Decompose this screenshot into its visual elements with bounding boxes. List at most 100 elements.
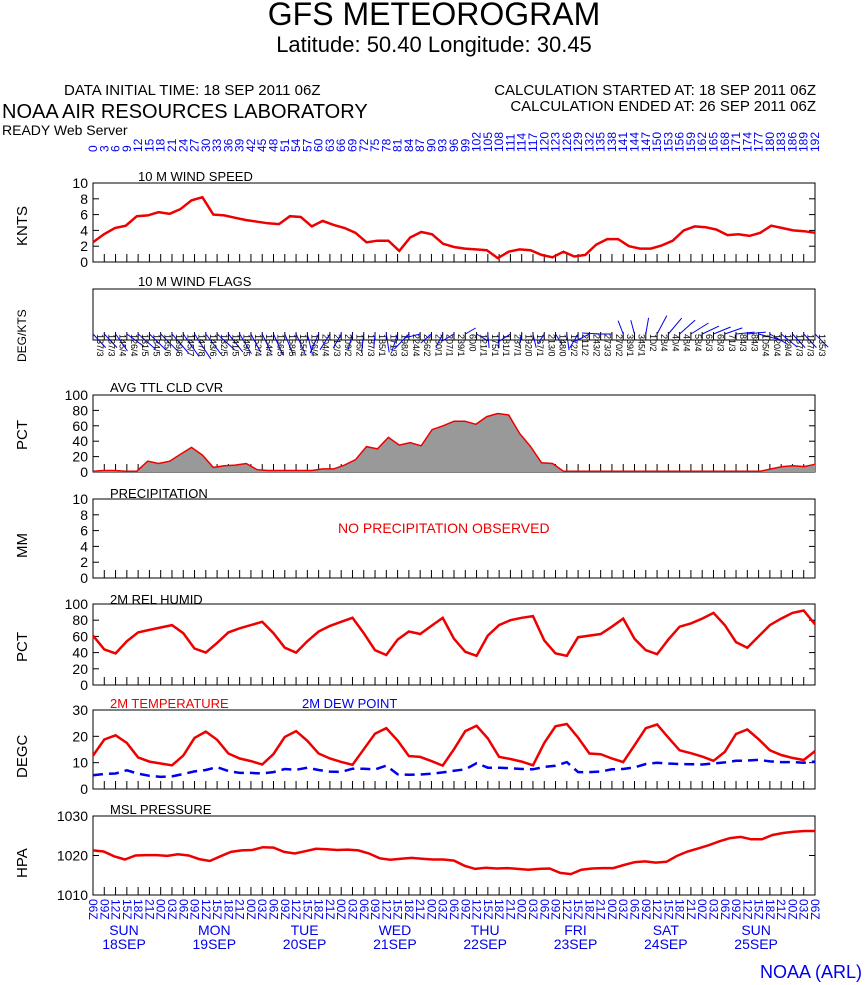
time-label: 21Z: [774, 899, 788, 920]
humidity-title: 2M REL HUMID: [110, 592, 203, 607]
time-label: 18Z: [312, 899, 326, 920]
wind-barb: [656, 315, 668, 335]
footer-credit: NOAA (ARL): [759, 962, 862, 982]
time-label: 12Z: [650, 899, 664, 920]
y-tick-label: 6: [80, 207, 88, 223]
forecast-hour-label: 27: [188, 138, 202, 152]
wind-barb: [137, 333, 156, 350]
forecast-hour-label: 168: [718, 132, 732, 152]
time-label: 18Z: [131, 899, 145, 920]
day-date-label: 21SEP: [373, 936, 417, 952]
series-line-10-m-wind-speed: [92, 195, 816, 260]
wind-barb: [115, 333, 128, 352]
day-of-week-label: FRI: [564, 922, 587, 938]
time-label: 12Z: [560, 899, 574, 920]
y-tick-label: 8: [80, 191, 88, 207]
wind-flag-label: 68/3: [715, 334, 725, 352]
wind-flag-label: 48/4: [682, 334, 692, 352]
day-of-week-label: THU: [471, 922, 500, 938]
wind-flag-label: 84/3: [738, 334, 748, 352]
wind-flags-title: 10 M WIND FLAGS: [138, 274, 252, 289]
series-line-2m-dew-point: [92, 758, 816, 779]
forecast-hour-label: 192: [808, 132, 822, 152]
time-label: 15Z: [120, 899, 134, 920]
time-label: 15Z: [210, 899, 224, 920]
wind-flag-label: 212/3: [332, 334, 342, 357]
forecast-hour-label: 24: [176, 138, 190, 152]
cloud-cover-area: [93, 413, 815, 472]
y-tick-label: 1020: [57, 848, 88, 864]
data-initial-time: DATA INITIAL TIME: 18 SEP 2011 06Z: [64, 82, 321, 99]
series-line-2m-rel-humid: [92, 609, 816, 658]
wind-barb: [92, 333, 107, 348]
time-label: 09Z: [729, 899, 743, 920]
wind-barb: [780, 333, 798, 348]
forecast-hour-label: 54: [289, 138, 303, 152]
wind-flag-label: 149/5: [242, 334, 252, 357]
server-name: READY Web Server: [2, 122, 128, 138]
wind-barb: [814, 333, 829, 348]
wind-barb: [250, 333, 262, 353]
pressure-title: MSL PRESSURE: [110, 802, 212, 817]
forecast-hour-label: 36: [221, 138, 235, 152]
wind-barb: [630, 320, 635, 335]
time-label: 12Z: [199, 899, 213, 920]
wind-flag-label: 132/5: [219, 334, 229, 357]
wind-flag-label: 158/5: [287, 334, 297, 357]
wind-barb: [182, 333, 200, 357]
time-label: 12Z: [379, 899, 393, 920]
wind-flag-label: 207/1: [445, 334, 455, 357]
time-label: 21Z: [323, 899, 337, 920]
time-label: 21Z: [233, 899, 247, 920]
wind-barb: [569, 333, 579, 349]
wind-barb: [319, 333, 331, 351]
forecast-hour-label: 135: [594, 132, 608, 152]
wind-barb: [347, 333, 353, 350]
forecast-hour-label: 180: [763, 132, 777, 152]
wind-barb: [487, 333, 490, 349]
forecast-hour-label: 156: [673, 132, 687, 152]
wind-flag-label: 166/4: [309, 334, 319, 357]
dew-point-title: 2M DEW POINT: [302, 696, 398, 711]
forecast-hour-label: 102: [470, 132, 484, 152]
y-tick-label: 40: [72, 645, 88, 661]
calculation-ended: CALCULATION ENDED AT: 26 SEP 2011 06Z: [510, 98, 816, 115]
forecast-hour-label: 63: [323, 138, 337, 152]
series-line-msl-pressure: [92, 829, 815, 876]
forecast-hour-label: 66: [334, 138, 348, 152]
y-tick-label: 10: [72, 175, 88, 191]
wind-flag-label: 145/4: [118, 334, 128, 357]
time-label: 03Z: [616, 899, 630, 920]
y-tick-label: 30: [72, 702, 88, 718]
wind-flag-label: 230/1: [433, 334, 443, 357]
y-tick-label: 80: [72, 402, 88, 418]
wind-flag-label: 143/6: [208, 334, 218, 357]
forecast-hour-label: 30: [199, 138, 213, 152]
forecast-hour-label: 117: [526, 133, 540, 152]
wind-flag-label: 204/4: [321, 334, 331, 357]
wind-flag-label: 339/1: [625, 334, 635, 357]
wind-flag-label: 237/1: [512, 334, 522, 357]
time-label: 00Z: [424, 899, 438, 920]
wind-barb: [724, 327, 743, 335]
forecast-hour-label: 174: [740, 132, 754, 152]
forecast-hour-label: 165: [706, 132, 720, 152]
wind-barb: [205, 333, 222, 355]
y-tick-label: 1030: [57, 808, 88, 824]
forecast-hour-label: 150: [650, 132, 664, 152]
wind-barb: [160, 333, 179, 353]
day-date-label: 24SEP: [644, 936, 688, 952]
forecast-hour-label: 3: [97, 145, 111, 152]
day-of-week-label: SUN: [741, 922, 771, 938]
wind-flag-label: 171/3: [388, 334, 398, 357]
wind-flag-label: 40/4: [670, 334, 680, 352]
wind-flag-label: 28/4: [659, 334, 669, 352]
wind-flag-label: 185/1: [377, 334, 387, 357]
y-tick-label: 60: [72, 628, 88, 644]
wind-barb: [227, 333, 244, 353]
wind-flag-label: 156/5: [276, 334, 286, 357]
wind-flag-label: 145/7: [185, 334, 195, 357]
wind-barb: [555, 333, 563, 345]
wind-barb: [803, 333, 817, 348]
time-label: 18Z: [221, 899, 235, 920]
